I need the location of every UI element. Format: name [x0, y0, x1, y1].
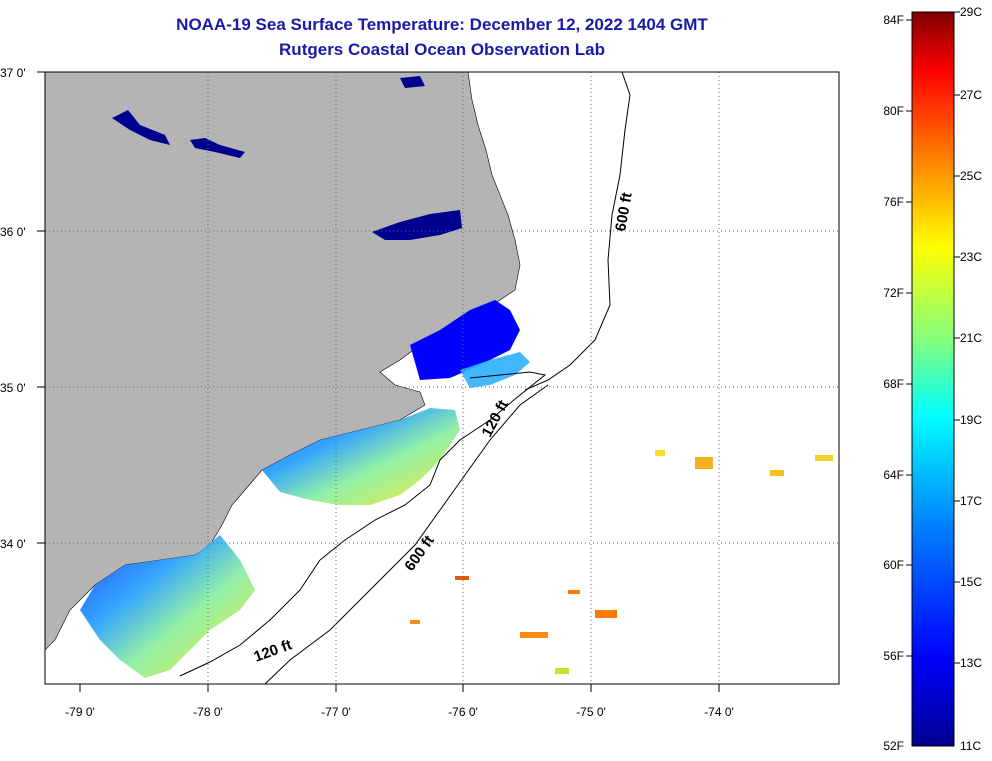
sst-patch-hatteras	[460, 352, 530, 388]
lat-label-36: 36 0'	[0, 225, 26, 239]
lat-label-34: 34 0'	[0, 537, 26, 551]
lat-label-35: 35 0'	[0, 381, 26, 395]
offshore-warm-patches	[410, 450, 833, 674]
colorbar	[911, 11, 955, 747]
lake-gaston	[190, 138, 245, 158]
lon-label-78: -78 0'	[193, 705, 223, 719]
contour-label-600ft-north: 600 ft	[612, 191, 636, 233]
lon-label-74: -74 0'	[704, 705, 734, 719]
map-frame	[44, 71, 840, 685]
axis-ticks	[37, 71, 720, 692]
sst-patch-long-bay	[80, 535, 255, 678]
contour-600ft-north	[524, 72, 631, 391]
lon-label-76: -76 0'	[448, 705, 478, 719]
lat-label-37: 37 0'	[0, 66, 26, 80]
contour-600ft-south	[264, 384, 549, 684]
colorbar-c-27: 27C	[960, 88, 982, 102]
map-gridlines	[45, 72, 839, 684]
norfolk-water	[400, 76, 425, 88]
colorbar-ticks	[906, 11, 960, 664]
albemarle-sound	[372, 210, 462, 240]
map-subtitle: Rutgers Coastal Ocean Observation Lab	[279, 40, 605, 59]
contour-120ft-north	[319, 371, 547, 561]
colorbar-c-13: 13C	[960, 656, 982, 670]
colorbar-f-64: 64F	[883, 468, 904, 482]
lon-label-77: -77 0'	[321, 705, 351, 719]
colorbar-f-56: 56F	[883, 649, 904, 663]
colorbar-f-80: 80F	[883, 104, 904, 118]
contour-120ft-south	[179, 559, 321, 677]
colorbar-c-17: 17C	[960, 494, 982, 508]
colorbar-c-25: 25C	[960, 169, 982, 183]
colorbar-f-72: 72F	[883, 286, 904, 300]
sst-patch-onslow	[262, 408, 460, 505]
colorbar-f-84: 84F	[883, 13, 904, 27]
kerr-lake	[112, 110, 170, 145]
lon-label-79: -79 0'	[65, 705, 95, 719]
colorbar-c-21: 21C	[960, 331, 982, 345]
colorbar-c-29: 29C	[960, 5, 982, 19]
pamlico-sound	[410, 300, 520, 380]
colorbar-f-60: 60F	[883, 558, 904, 572]
colorbar-f-68: 68F	[883, 377, 904, 391]
colorbar-c-19: 19C	[960, 413, 982, 427]
map-title: NOAA-19 Sea Surface Temperature: Decembe…	[176, 15, 708, 34]
lon-label-75: -75 0'	[576, 705, 606, 719]
colorbar-f-76: 76F	[883, 195, 904, 209]
colorbar-c-11: 11C	[960, 739, 981, 753]
colorbar-c-15: 15C	[960, 575, 982, 589]
colorbar-c-23: 23C	[960, 250, 982, 264]
colorbar-f-52: 52F	[883, 739, 904, 753]
